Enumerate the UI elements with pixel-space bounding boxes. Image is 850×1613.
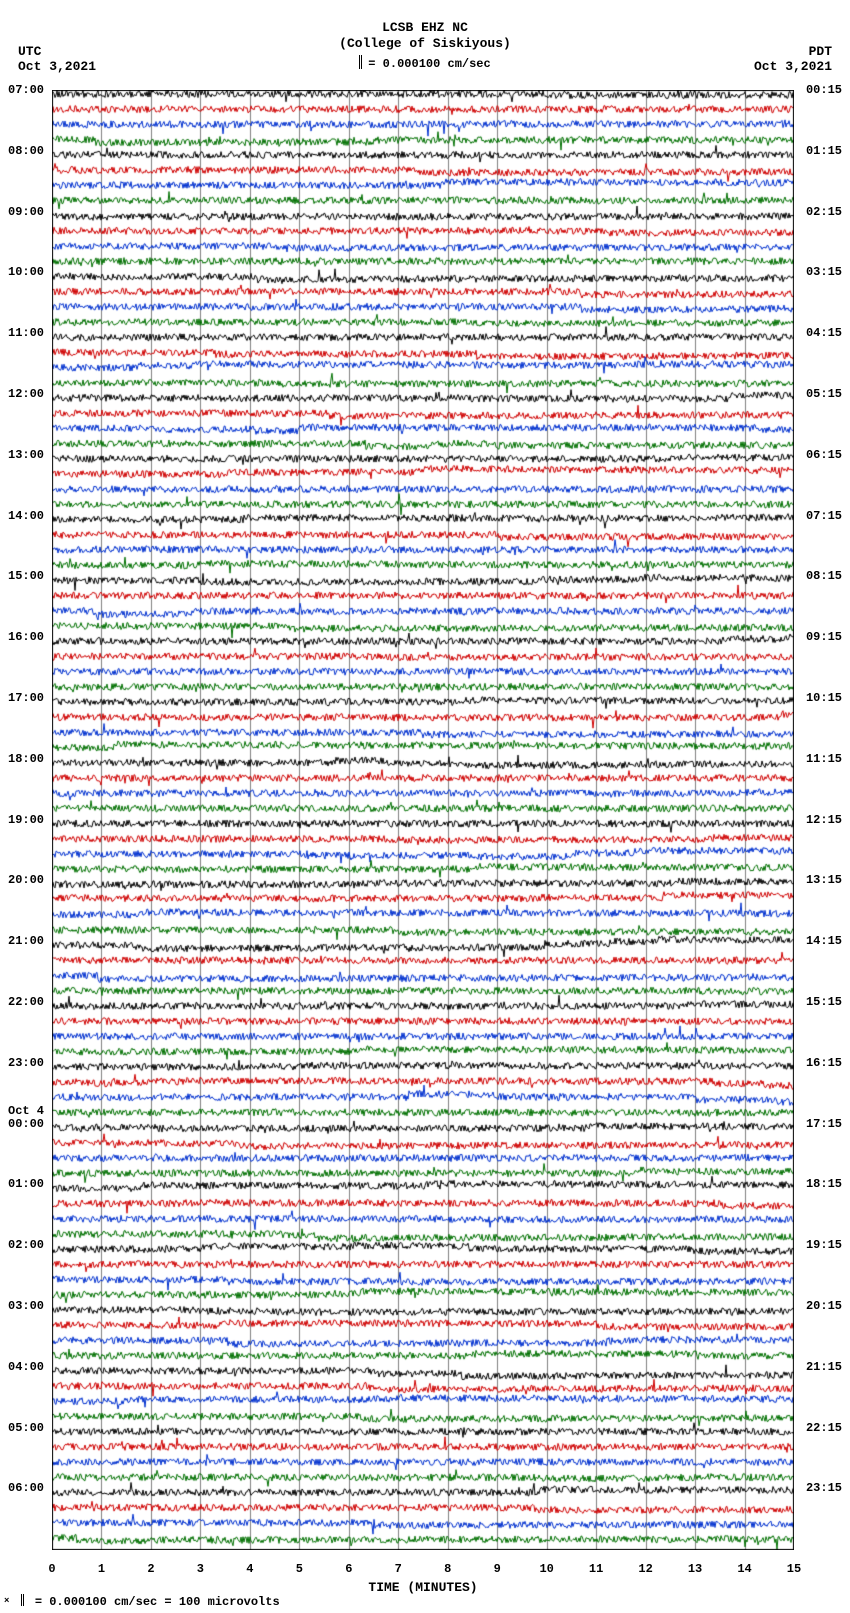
right-time-label: 09:15 [806, 630, 842, 644]
left-time-label: 12:00 [8, 387, 44, 401]
left-time-label: 16:00 [8, 630, 44, 644]
tz-right-label: PDT [809, 44, 832, 59]
footnote-text: = 0.000100 cm/sec = 100 microvolts [35, 1595, 280, 1609]
x-tick: 0 [48, 1562, 55, 1576]
left-time-label: 11:00 [8, 326, 44, 340]
left-time-label: 01:00 [8, 1177, 44, 1191]
x-tick: 6 [345, 1562, 352, 1576]
station-name: (College of Siskiyous) [0, 36, 850, 52]
plot-header: LCSB EHZ NC (College of Siskiyous) [0, 0, 850, 53]
right-time-label: 12:15 [806, 813, 842, 827]
right-time-label: 21:15 [806, 1360, 842, 1374]
left-time-label: 04:00 [8, 1360, 44, 1374]
right-time-label: 08:15 [806, 569, 842, 583]
right-time-label: 06:15 [806, 448, 842, 462]
x-tick: 7 [395, 1562, 402, 1576]
right-time-label: 05:15 [806, 387, 842, 401]
right-time-label: 07:15 [806, 509, 842, 523]
left-time-label: 07:00 [8, 83, 44, 97]
left-time-label: 18:00 [8, 752, 44, 766]
tz-left-label: UTC [18, 44, 41, 59]
right-time-label: 04:15 [806, 326, 842, 340]
left-time-label: 21:00 [8, 934, 44, 948]
right-time-label: 19:15 [806, 1238, 842, 1252]
left-time-label: 13:00 [8, 448, 44, 462]
seismo-canvas [52, 90, 794, 1550]
x-tick: 11 [589, 1562, 603, 1576]
left-time-label: 08:00 [8, 144, 44, 158]
left-time-label: 19:00 [8, 813, 44, 827]
footnote: × = 0.000100 cm/sec = 100 microvolts [4, 1594, 280, 1609]
x-tick: 5 [296, 1562, 303, 1576]
right-time-label: 10:15 [806, 691, 842, 705]
right-time-label: 20:15 [806, 1299, 842, 1313]
left-time-label: 14:00 [8, 509, 44, 523]
station-code: LCSB EHZ NC [0, 20, 850, 36]
left-time-label: 00:00 [8, 1117, 44, 1131]
x-tick: 4 [246, 1562, 253, 1576]
right-time-label: 17:15 [806, 1117, 842, 1131]
x-tick: 2 [147, 1562, 154, 1576]
x-tick: 15 [787, 1562, 801, 1576]
x-tick: 3 [197, 1562, 204, 1576]
left-time-label: 23:00 [8, 1056, 44, 1070]
left-time-label: 05:00 [8, 1421, 44, 1435]
x-tick: 8 [444, 1562, 451, 1576]
left-time-label: 22:00 [8, 995, 44, 1009]
x-tick: 9 [494, 1562, 501, 1576]
scale-bar: = 0.000100 cm/sec [0, 55, 850, 71]
left-time-label: 20:00 [8, 873, 44, 887]
scale-label: = 0.000100 cm/sec [368, 57, 490, 71]
plot-area [52, 90, 794, 1550]
helicorder-plot: LCSB EHZ NC (College of Siskiyous) = 0.0… [0, 0, 850, 1613]
left-time-label: 06:00 [8, 1481, 44, 1495]
left-time-label: 09:00 [8, 205, 44, 219]
x-axis-title: TIME (MINUTES) [368, 1580, 477, 1595]
right-time-label: 01:15 [806, 144, 842, 158]
left-time-label: 03:00 [8, 1299, 44, 1313]
right-time-label: 23:15 [806, 1481, 842, 1495]
right-time-label: 02:15 [806, 205, 842, 219]
x-tick: 10 [539, 1562, 553, 1576]
right-time-label: 18:15 [806, 1177, 842, 1191]
x-tick: 13 [688, 1562, 702, 1576]
right-time-label: 14:15 [806, 934, 842, 948]
day-break-label: Oct 4 [8, 1104, 44, 1118]
left-time-label: 02:00 [8, 1238, 44, 1252]
right-time-label: 00:15 [806, 83, 842, 97]
tz-left-date: Oct 3,2021 [18, 59, 96, 74]
tz-right: PDT Oct 3,2021 [754, 44, 832, 74]
x-tick: 12 [638, 1562, 652, 1576]
tz-right-date: Oct 3,2021 [754, 59, 832, 74]
x-tick: 14 [737, 1562, 751, 1576]
right-time-label: 03:15 [806, 265, 842, 279]
right-time-label: 11:15 [806, 752, 842, 766]
right-time-label: 22:15 [806, 1421, 842, 1435]
tz-left: UTC Oct 3,2021 [18, 44, 96, 74]
left-time-label: 15:00 [8, 569, 44, 583]
right-time-label: 16:15 [806, 1056, 842, 1070]
right-time-label: 15:15 [806, 995, 842, 1009]
x-tick: 1 [98, 1562, 105, 1576]
left-time-label: 10:00 [8, 265, 44, 279]
right-time-label: 13:15 [806, 873, 842, 887]
left-time-label: 17:00 [8, 691, 44, 705]
